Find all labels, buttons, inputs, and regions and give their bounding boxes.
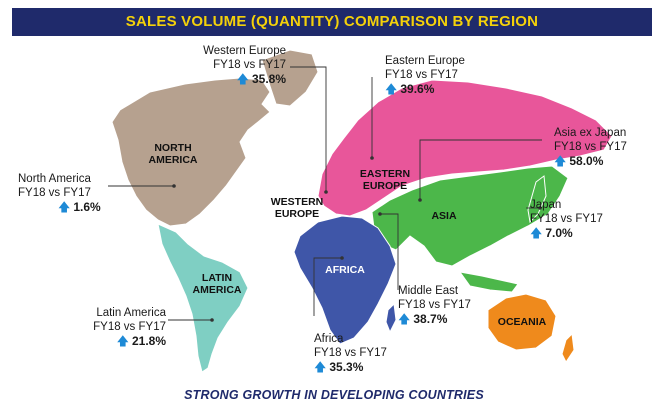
callout-comparison: FY18 vs FY17 (93, 321, 166, 333)
up-arrow-icon: 🡅 (58, 200, 71, 214)
callout-comparison: FY18 vs FY17 (398, 299, 471, 311)
region-label-eastern-europe: EASTERN EUROPE (359, 168, 411, 192)
north-america-shape (111, 77, 271, 227)
callout-north-america: North America FY18 vs FY17 🡅 1.6% (18, 172, 128, 215)
callout-value: 35.3% (329, 360, 364, 374)
leader-asia-ex-japan (419, 139, 542, 200)
callout-latin-america: Latin America FY18 vs FY17 🡅 21.8% (66, 306, 166, 349)
callout-value: 58.0% (569, 154, 604, 168)
callout-name: Middle East (398, 285, 459, 297)
region-label-asia: ASIA (431, 210, 457, 222)
callout-comparison: FY18 vs FY17 (554, 141, 627, 153)
callout-comparison: FY18 vs FY17 (213, 59, 286, 71)
region-label-oceania: OCEANIA (497, 316, 547, 328)
new-zealand-shape (561, 332, 575, 363)
map-title: SALES VOLUME (QUANTITY) COMPARISON BY RE… (12, 8, 652, 36)
callout-name: Asia ex Japan (554, 127, 627, 139)
region-label-western-europe: WESTERN EUROPE (270, 196, 324, 220)
callout-eastern-europe: Eastern Europe FY18 vs FY17 🡅 39.6% (385, 54, 505, 97)
up-arrow-icon: 🡅 (314, 360, 327, 374)
leader-dots (172, 156, 542, 322)
leader-middle-east (380, 213, 399, 290)
indonesia-shape (458, 271, 519, 293)
callout-africa: Africa FY18 vs FY17 🡅 35.3% (314, 332, 414, 375)
callout-value: 39.6% (400, 82, 435, 96)
callout-asia-ex-japan: Asia ex Japan FY18 vs FY17 🡅 58.0% (554, 126, 660, 169)
callout-value: 1.6% (73, 200, 101, 214)
greenland-shape (261, 49, 319, 107)
callout-name: Western Europe (203, 45, 286, 57)
callout-value: 35.8% (251, 72, 286, 86)
callout-comparison: FY18 vs FY17 (385, 69, 458, 81)
callout-comparison: FY18 vs FY17 (314, 347, 387, 359)
oceania-shape (487, 293, 557, 351)
callout-japan: Japan FY18 vs FY17 🡅 7.0% (530, 198, 620, 241)
leader-lines (108, 66, 542, 321)
callout-name: Japan (530, 199, 562, 211)
callout-name: Africa (314, 333, 344, 345)
asia-shape (371, 165, 569, 267)
callout-name: North America (18, 173, 91, 185)
callout-value: 38.7% (413, 312, 448, 326)
callout-middle-east: Middle East FY18 vs FY17 🡅 38.7% (398, 284, 498, 327)
leader-africa (313, 257, 342, 316)
madagascar-shape (385, 302, 397, 334)
callout-western-europe: Western Europe FY18 vs FY17 🡅 35.8% (186, 44, 286, 87)
callout-value: 7.0% (545, 226, 573, 240)
region-label-north-america: NORTH AMERICA (148, 142, 198, 166)
callout-comparison: FY18 vs FY17 (18, 187, 91, 199)
callout-name: Latin America (96, 307, 166, 319)
up-arrow-icon: 🡅 (116, 334, 129, 348)
japan-shape (527, 175, 547, 224)
europe-shape (317, 79, 613, 217)
leader-western-europe (290, 66, 327, 192)
callout-comparison: FY18 vs FY17 (530, 213, 603, 225)
up-arrow-icon: 🡅 (554, 154, 567, 168)
africa-shape (293, 215, 397, 345)
region-label-latin-america: LATIN AMERICA (192, 272, 242, 296)
latin-america-shape (157, 223, 249, 373)
up-arrow-icon: 🡅 (385, 82, 398, 96)
footer-tagline: STRONG GROWTH IN DEVELOPING COUNTRIES (184, 388, 484, 402)
callout-value: 21.8% (131, 334, 166, 348)
callout-name: Eastern Europe (385, 55, 465, 67)
region-label-africa: AFRICA (325, 264, 365, 276)
up-arrow-icon: 🡅 (236, 72, 249, 86)
up-arrow-icon: 🡅 (530, 226, 543, 240)
up-arrow-icon: 🡅 (398, 312, 411, 326)
